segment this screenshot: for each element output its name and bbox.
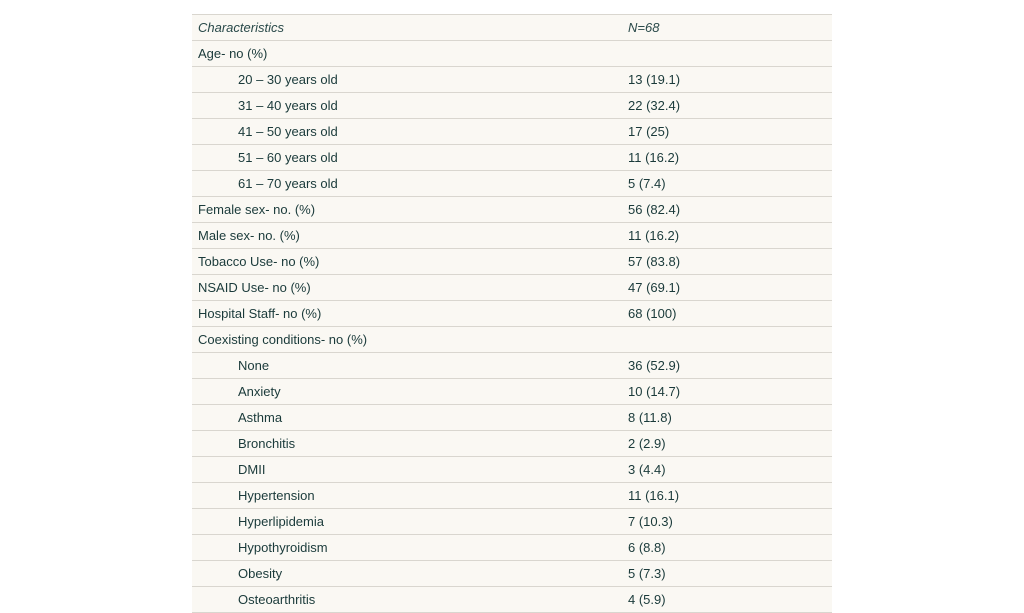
cell-value: 22 (32.4) [622,93,832,119]
cell-value: 5 (7.4) [622,171,832,197]
table-row: 20 – 30 years old13 (19.1) [192,67,832,93]
col-header-characteristics: Characteristics [192,15,622,41]
cell-characteristic: 31 – 40 years old [192,93,622,119]
cell-value: 6 (8.8) [622,535,832,561]
table-row: Coexisting conditions- no (%) [192,327,832,353]
cell-characteristic: Coexisting conditions- no (%) [192,327,622,353]
table-row: Osteoarthritis4 (5.9) [192,587,832,613]
cell-characteristic: Female sex- no. (%) [192,197,622,223]
table-header-row: Characteristics N=68 [192,15,832,41]
cell-characteristic: 20 – 30 years old [192,67,622,93]
table-row: 31 – 40 years old22 (32.4) [192,93,832,119]
cell-value: 57 (83.8) [622,249,832,275]
cell-characteristic: Bronchitis [192,431,622,457]
cell-characteristic: Osteoarthritis [192,587,622,613]
cell-characteristic: Obesity [192,561,622,587]
cell-characteristic: Asthma [192,405,622,431]
table-row: Hypothyroidism6 (8.8) [192,535,832,561]
cell-characteristic: NSAID Use- no (%) [192,275,622,301]
table-row: Bronchitis2 (2.9) [192,431,832,457]
cell-value: 5 (7.3) [622,561,832,587]
cell-characteristic: None [192,353,622,379]
cell-characteristic: Hypothyroidism [192,535,622,561]
table-row: Female sex- no. (%)56 (82.4) [192,197,832,223]
table-row: NSAID Use- no (%)47 (69.1) [192,275,832,301]
cell-value: 47 (69.1) [622,275,832,301]
cell-value: 8 (11.8) [622,405,832,431]
table-row: Tobacco Use- no (%)57 (83.8) [192,249,832,275]
cell-value: 68 (100) [622,301,832,327]
table-row: Age- no (%) [192,41,832,67]
cell-characteristic: 61 – 70 years old [192,171,622,197]
table-row: Anxiety10 (14.7) [192,379,832,405]
cell-value: 11 (16.2) [622,223,832,249]
cell-value: 10 (14.7) [622,379,832,405]
cell-characteristic: Hypertension [192,483,622,509]
cell-characteristic: Hospital Staff- no (%) [192,301,622,327]
cell-characteristic: Male sex- no. (%) [192,223,622,249]
cell-value: 11 (16.2) [622,145,832,171]
characteristics-table: Characteristics N=68 Age- no (%)20 – 30 … [192,14,832,613]
table-row: Asthma8 (11.8) [192,405,832,431]
table-row: DMII3 (4.4) [192,457,832,483]
cell-characteristic: Age- no (%) [192,41,622,67]
cell-value: 4 (5.9) [622,587,832,613]
table-row: Obesity5 (7.3) [192,561,832,587]
cell-value [622,41,832,67]
cell-value: 17 (25) [622,119,832,145]
table-row: 61 – 70 years old5 (7.4) [192,171,832,197]
cell-characteristic: 41 – 50 years old [192,119,622,145]
table-row: 41 – 50 years old17 (25) [192,119,832,145]
cell-value [622,327,832,353]
cell-characteristic: DMII [192,457,622,483]
cell-value: 11 (16.1) [622,483,832,509]
cell-value: 7 (10.3) [622,509,832,535]
cell-characteristic: Anxiety [192,379,622,405]
table-row: None36 (52.9) [192,353,832,379]
cell-value: 36 (52.9) [622,353,832,379]
cell-characteristic: 51 – 60 years old [192,145,622,171]
cell-value: 56 (82.4) [622,197,832,223]
cell-value: 13 (19.1) [622,67,832,93]
table-row: Hypertension11 (16.1) [192,483,832,509]
col-header-n: N=68 [622,15,832,41]
cell-value: 2 (2.9) [622,431,832,457]
cell-characteristic: Hyperlipidemia [192,509,622,535]
cell-value: 3 (4.4) [622,457,832,483]
table-row: Hospital Staff- no (%)68 (100) [192,301,832,327]
table-row: Male sex- no. (%)11 (16.2) [192,223,832,249]
table-row: Hyperlipidemia7 (10.3) [192,509,832,535]
table-row: 51 – 60 years old11 (16.2) [192,145,832,171]
cell-characteristic: Tobacco Use- no (%) [192,249,622,275]
